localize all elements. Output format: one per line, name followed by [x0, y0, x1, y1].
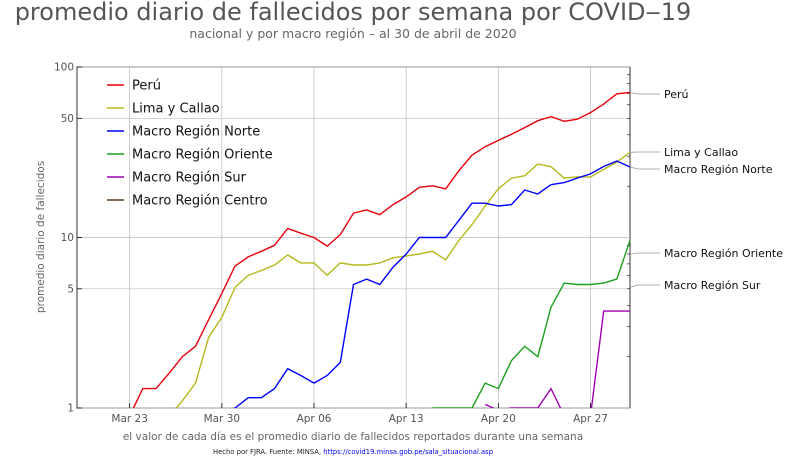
end-label-leader	[629, 166, 660, 170]
y-tick-label: 1	[67, 403, 74, 415]
chart-subtitle: nacional y por macro región – al 30 de a…	[189, 26, 516, 41]
end-label-leader	[629, 252, 660, 255]
legend-label: Macro Región Norte	[132, 125, 260, 140]
end-label-leader	[629, 92, 660, 95]
legend-label: Macro Región Oriente	[132, 148, 273, 163]
legend-label: Macro Región Centro	[132, 194, 268, 209]
x-tick-label: Mar 30	[204, 413, 241, 425]
y-tick-label: 100	[54, 62, 74, 74]
end-label: Macro Región Oriente	[664, 247, 783, 260]
end-label-leader	[629, 284, 660, 288]
end-label: Macro Región Sur	[664, 279, 761, 292]
end-label: Macro Región Norte	[664, 163, 773, 176]
plot-area: 1 5 10 50 100 Mar 23 Mar 30 Apr 06 Apr 13 Apr 20 A…	[54, 62, 783, 426]
y-tick-label: 5	[67, 283, 74, 295]
x-axis-label: el valor de cada día es el promedio diar…	[123, 431, 583, 443]
series-line-macro-regi-n-norte	[232, 160, 630, 408]
legend-label: Lima y Callao	[132, 102, 220, 117]
series-line-macro-regi-n-oriente	[432, 239, 630, 408]
series-line-per-	[132, 91, 630, 408]
footer-note: Hecho por FJRA. Fuente: MINSA, https://c…	[213, 448, 493, 456]
legend-label: Macro Región Sur	[132, 171, 247, 186]
series-line-macro-regi-n-sur	[484, 309, 630, 408]
footer-link[interactable]: https://covid19.minsa.gob.pe/sala_situac…	[323, 448, 493, 456]
x-tick-label: Apr 06	[297, 413, 332, 425]
series-line-lima-y-callao	[175, 151, 630, 408]
chart-title: promedio diario de fallecidos por semana…	[15, 0, 692, 26]
end-label: Lima y Callao	[664, 146, 738, 159]
legend-label: Perú	[132, 79, 161, 94]
y-tick-label: 10	[61, 232, 74, 244]
footer-source: Hecho por FJRA. Fuente: MINSA,	[213, 448, 323, 456]
x-tick-label: Apr 20	[481, 413, 516, 425]
x-tick-label: Apr 27	[573, 413, 608, 425]
x-tick-label: Mar 23	[111, 413, 148, 425]
y-axis-label: promedio diario de fallecidos	[35, 161, 47, 313]
end-label: Perú	[664, 88, 689, 101]
x-tick-label: Apr 13	[389, 413, 424, 425]
y-tick-label: 50	[61, 113, 74, 125]
